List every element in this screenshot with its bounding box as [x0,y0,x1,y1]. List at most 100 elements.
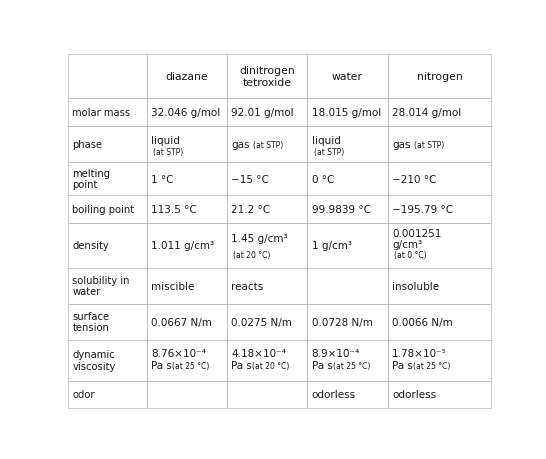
Text: 1 °C: 1 °C [151,174,173,184]
Text: density: density [73,241,109,251]
Bar [227,99,307,127]
Text: solubility in
water: solubility in water [73,275,130,297]
Text: surface
tension: surface tension [73,311,110,333]
Text: (at 25 °C): (at 25 °C) [333,361,370,370]
Bar [388,163,491,196]
Bar [307,99,388,127]
Text: diazane: diazane [165,72,208,82]
Bar [307,55,388,99]
Text: melting
point: melting point [73,168,111,190]
Bar [307,223,388,268]
Text: 21.2 °C: 21.2 °C [231,204,270,214]
Text: −15 °C: −15 °C [231,174,269,184]
Bar [307,127,388,163]
Text: −210 °C: −210 °C [392,174,436,184]
Bar [146,340,227,381]
Bar [388,340,491,381]
Bar [146,99,227,127]
Bar [227,381,307,409]
Text: 32.046 g/mol: 32.046 g/mol [151,108,220,118]
Bar [146,381,227,409]
Bar [307,381,388,409]
Bar [227,196,307,223]
Text: Pa s: Pa s [151,360,171,370]
Bar [227,223,307,268]
Text: −195.79 °C: −195.79 °C [392,204,453,214]
Text: dynamic
viscosity: dynamic viscosity [73,350,116,371]
Text: (at STP): (at STP) [413,140,444,149]
Bar [307,304,388,340]
Text: Pa s: Pa s [231,360,252,370]
Text: water: water [332,72,363,82]
Bar [68,381,146,409]
Bar [68,223,146,268]
Text: gas: gas [392,140,411,150]
Bar [388,127,491,163]
Bar [227,340,307,381]
Text: nitrogen: nitrogen [417,72,462,82]
Text: phase: phase [73,140,103,150]
Bar [146,163,227,196]
Bar [227,163,307,196]
Text: gas: gas [231,140,250,150]
Bar [68,163,146,196]
Bar [388,196,491,223]
Bar [68,304,146,340]
Bar [307,340,388,381]
Bar [227,127,307,163]
Text: Pa s: Pa s [392,360,413,370]
Text: 0 °C: 0 °C [312,174,334,184]
Bar [307,163,388,196]
Bar [146,196,227,223]
Bar [227,304,307,340]
Bar [68,99,146,127]
Text: 1.45 g/cm³: 1.45 g/cm³ [231,234,288,244]
Text: 8.76×10⁻⁴: 8.76×10⁻⁴ [151,348,206,358]
Text: odor: odor [73,390,95,400]
Text: 18.015 g/mol: 18.015 g/mol [312,108,381,118]
Text: miscible: miscible [151,281,194,291]
Bar [146,268,227,304]
Bar [307,268,388,304]
Text: (at 20 °C): (at 20 °C) [252,361,290,370]
Bar [68,127,146,163]
Text: 113.5 °C: 113.5 °C [151,204,197,214]
Text: Pa s: Pa s [312,360,333,370]
Text: reacts: reacts [231,281,263,291]
Text: 4.18×10⁻⁴: 4.18×10⁻⁴ [231,348,286,358]
Text: (at 25 °C): (at 25 °C) [413,361,450,370]
Text: 0.0275 N/m: 0.0275 N/m [231,317,292,327]
Text: liquid: liquid [312,135,341,145]
Text: (at STP): (at STP) [153,147,183,157]
Bar [388,381,491,409]
Text: molar mass: molar mass [73,108,130,118]
Text: (at STP): (at STP) [313,147,344,157]
Bar [68,55,146,99]
Bar [68,268,146,304]
Text: insoluble: insoluble [392,281,439,291]
Text: 0.0728 N/m: 0.0728 N/m [312,317,372,327]
Bar [68,340,146,381]
Text: 99.9839 °C: 99.9839 °C [312,204,371,214]
Bar [388,304,491,340]
Bar [388,268,491,304]
Text: (at 25 °C): (at 25 °C) [172,361,209,370]
Text: 92.01 g/mol: 92.01 g/mol [231,108,294,118]
Bar [227,268,307,304]
Text: 28.014 g/mol: 28.014 g/mol [392,108,461,118]
Bar [227,55,307,99]
Bar [388,99,491,127]
Text: 1 g/cm³: 1 g/cm³ [312,241,352,251]
Bar [146,223,227,268]
Text: liquid: liquid [151,135,180,145]
Text: odorless: odorless [312,390,355,400]
Text: 1.78×10⁻⁵: 1.78×10⁻⁵ [392,348,447,358]
Bar [307,196,388,223]
Text: 1.011 g/cm³: 1.011 g/cm³ [151,241,214,251]
Text: 0.0667 N/m: 0.0667 N/m [151,317,212,327]
Bar [146,304,227,340]
Text: dinitrogen
tetroxide: dinitrogen tetroxide [239,67,295,88]
Bar [68,196,146,223]
Text: odorless: odorless [392,390,436,400]
Bar [146,55,227,99]
